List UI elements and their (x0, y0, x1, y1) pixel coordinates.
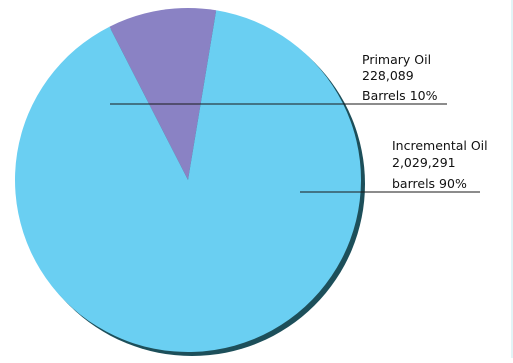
right-edge-strip (511, 0, 513, 358)
slice-label-primary-value: 228,089 (362, 68, 414, 83)
slice-label-incremental-unit-percent: barrels 90% (392, 176, 467, 191)
slice-label-incremental-name: Incremental Oil (392, 138, 488, 153)
pie-slice-incremental-oil (15, 10, 362, 353)
slice-label-primary-name: Primary Oil (362, 52, 431, 67)
slice-label-incremental-value: 2,029,291 (392, 155, 456, 170)
leader-lines (110, 103, 480, 193)
slice-label-primary-unit-percent: Barrels 10% (362, 88, 438, 103)
pie-slice-primary-oil (109, 8, 217, 180)
pie-slices (15, 8, 364, 355)
